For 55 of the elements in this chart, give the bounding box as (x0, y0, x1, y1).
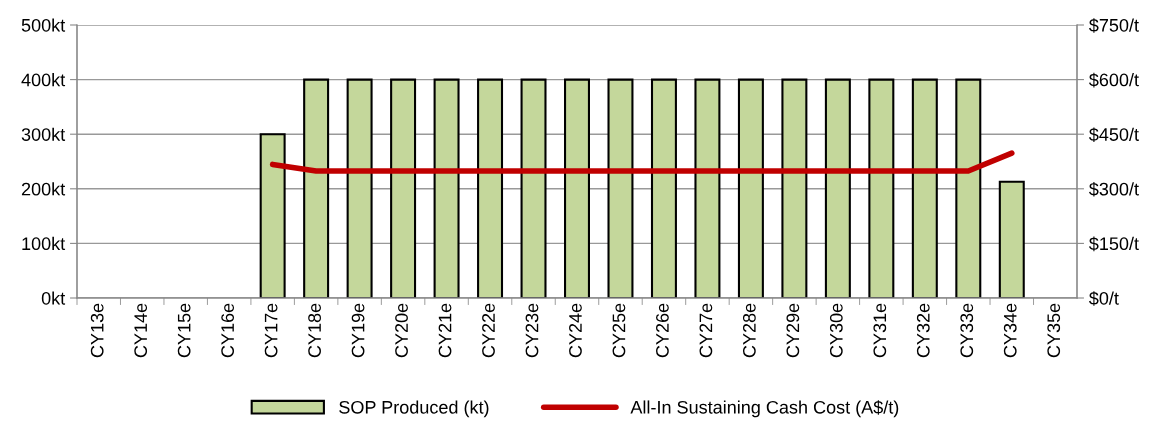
bar (694, 78, 721, 298)
bar (477, 78, 504, 298)
x-tick-label: CY30e (829, 303, 843, 358)
y-tick-label: 200kt (21, 182, 66, 196)
bar (520, 78, 547, 298)
bar (346, 78, 373, 298)
bar (607, 78, 634, 298)
x-tick-label: CY29e (786, 303, 800, 358)
bar (433, 78, 460, 298)
x-tick-label: CY16e (221, 303, 235, 358)
x-tick-label: CY13e (90, 303, 104, 358)
bar (259, 133, 286, 298)
bar (564, 78, 590, 298)
x-tick-label: CY27e (699, 303, 713, 358)
bar (824, 78, 851, 298)
x-tick-label: CY23e (525, 303, 539, 358)
y2-tick-label: $0/t (1089, 291, 1119, 306)
x-tick-label: CY24e (569, 303, 582, 358)
bar (955, 78, 982, 298)
x-tick-label: CY26e (656, 303, 669, 358)
y2-tick-label: $150/t (1089, 236, 1139, 252)
bar (737, 78, 764, 298)
bar (650, 78, 677, 298)
bar (998, 180, 1025, 298)
y-tick-label: 0kt (41, 291, 66, 305)
bar (868, 78, 895, 298)
bar (781, 78, 808, 298)
bar (911, 78, 938, 298)
bar (390, 78, 417, 298)
x-tick-label: CY35e (1047, 303, 1061, 358)
bar (303, 78, 330, 298)
x-tick-label: CY33e (960, 303, 974, 358)
x-tick-label: CY19e (351, 303, 365, 358)
x-tick-label: CY15e (177, 303, 191, 358)
x-tick-label: CY34e (1003, 303, 1017, 358)
x-tick-label: CY18e (308, 303, 321, 358)
x-tick-label: CY22e (482, 303, 495, 358)
x-tick-label: CY31e (873, 303, 887, 358)
y-tick-label: 400kt (21, 73, 66, 87)
x-tick-label: CY20e (395, 303, 408, 358)
y2-tick-label: $750/t (1089, 18, 1139, 33)
x-tick-label: CY28e (742, 303, 756, 358)
x-tick-label: CY25e (612, 303, 626, 358)
legend-label: SOP Produced (kt) (339, 400, 489, 418)
y2-tick-label: $600/t (1089, 72, 1139, 88)
y2-tick-label: $450/t (1089, 127, 1139, 142)
x-tick-label: CY21e (438, 303, 452, 358)
x-tick-label: CY14e (134, 303, 148, 358)
y-tick-label: 500kt (21, 18, 66, 32)
y-tick-label: 100kt (22, 236, 66, 251)
x-tick-label: CY17e (264, 303, 278, 358)
y2-tick-label: $300/t (1089, 181, 1139, 197)
x-tick-label: CY32e (916, 303, 930, 358)
legend-label: All-In Sustaining Cash Cost (A$/t) (630, 400, 899, 418)
y-tick-label: 300kt (21, 127, 66, 141)
